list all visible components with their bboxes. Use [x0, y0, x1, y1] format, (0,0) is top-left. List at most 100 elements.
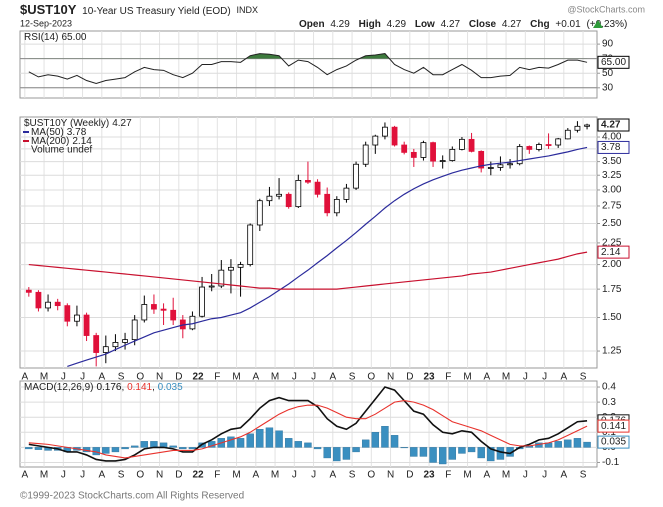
candle-body [353, 163, 359, 189]
x-tick-label: M [463, 470, 471, 481]
legend-label: MA(50) [31, 127, 64, 138]
candle-body [324, 193, 331, 214]
candle-body [468, 138, 475, 152]
histogram-bar [34, 447, 43, 450]
histogram-bar [467, 447, 476, 453]
value-box [597, 118, 630, 132]
y-tick-label: 1.25 [602, 346, 622, 357]
candle-body [382, 126, 388, 137]
histogram-bar [313, 447, 322, 450]
y-tick-label: 50 [602, 68, 614, 79]
histogram-bar [554, 441, 562, 448]
candle-body [584, 124, 590, 127]
x-tick-label: 22 [193, 372, 205, 383]
histogram-bar [333, 447, 341, 462]
value-box-label: 3.78 [601, 142, 621, 153]
candle-body [151, 304, 157, 310]
histogram-bar [371, 432, 380, 448]
candle-body [237, 264, 244, 268]
x-tick-label: J [542, 372, 547, 383]
x-tick-label: M [232, 372, 240, 383]
x-tick-label: M [40, 470, 48, 481]
value-box [597, 140, 630, 154]
y-tick-label: 2.75 [602, 201, 622, 212]
histogram-bar [429, 447, 437, 463]
histogram-bar [352, 447, 360, 453]
macd-line [28, 400, 588, 459]
legend-separator: , [122, 382, 128, 393]
quote-value: 4.27 [441, 19, 461, 30]
y-tick-label: -0.1 [602, 457, 620, 468]
y-tick-label: 0.4 [602, 382, 616, 393]
histogram-bar [438, 447, 447, 465]
candle-body [401, 144, 408, 153]
value-box-label: 4.27 [601, 120, 621, 131]
histogram-bar [227, 436, 235, 448]
legend-title: MACD(12,26,9) [24, 382, 93, 393]
x-tick-label: F [445, 372, 451, 383]
value-box [597, 245, 630, 259]
rsi-line [28, 53, 588, 84]
x-tick-label: J [523, 470, 528, 481]
histogram-bar [342, 447, 351, 460]
y-tick-label: 2.00 [602, 259, 622, 270]
legend-value: 2.14 [72, 136, 92, 147]
x-tick-label: S [580, 470, 587, 481]
histogram-bar [304, 442, 312, 448]
candle-body [391, 126, 398, 146]
candle-body [54, 301, 61, 307]
x-tick-label: D [175, 470, 182, 481]
candle-body [189, 315, 196, 330]
candle-body [45, 301, 51, 309]
candle-body [25, 289, 32, 293]
candle-body [439, 160, 446, 162]
histogram-bar [236, 438, 245, 448]
legend: MA(200) 2.14 [31, 136, 92, 147]
x-tick-label: J [80, 470, 85, 481]
x-tick-label: M [232, 470, 240, 481]
source: @StockCharts.com [567, 4, 645, 14]
histogram-bar [275, 430, 283, 448]
histogram-bar [361, 439, 370, 448]
histogram-bar [400, 447, 408, 449]
x-tick-label: O [367, 372, 375, 383]
candle-body [285, 193, 292, 208]
x-tick-label: S [349, 470, 356, 481]
y-tick-label: 2.25 [602, 238, 622, 249]
candle-body [333, 199, 340, 214]
histogram-bar [265, 427, 274, 448]
x-tick-label: J [292, 372, 297, 383]
value-box [597, 55, 630, 69]
quote-label: Chg [530, 19, 549, 30]
histogram-bar [323, 447, 331, 459]
x-tick-label: A [560, 470, 567, 481]
x-tick-label: F [214, 372, 220, 383]
x-tick-label: S [580, 372, 587, 383]
candle-body [449, 148, 456, 161]
value-box-label: 0.141 [601, 421, 626, 432]
y-tick-label: 1.50 [602, 312, 622, 323]
x-tick-label: S [118, 372, 125, 383]
quote: Open 4.29 High 4.29 Low 4.27 Close 4.27 … [299, 19, 627, 30]
candle-body [199, 286, 205, 317]
x-tick-label: D [406, 470, 413, 481]
macd-line [28, 386, 588, 462]
quote-value: 4.29 [330, 19, 350, 30]
x-tick-label: A [98, 372, 105, 383]
moving-average-line [28, 251, 588, 290]
histogram-bar [496, 447, 505, 460]
x-tick-label: A [21, 372, 28, 383]
x-tick-label: J [523, 372, 528, 383]
x-tick-label: O [367, 470, 375, 481]
x-tick-label: J [542, 470, 547, 481]
candle-body [170, 309, 177, 321]
legend: MA(50) 3.78 [31, 127, 87, 138]
y-tick-label: 90 [602, 39, 614, 50]
histogram-bar [284, 438, 293, 448]
x-tick-label: J [61, 470, 66, 481]
histogram-bar [140, 441, 149, 448]
legend-value: 0.035 [158, 382, 183, 393]
histogram-bar [246, 433, 254, 448]
candle-body [64, 305, 71, 322]
